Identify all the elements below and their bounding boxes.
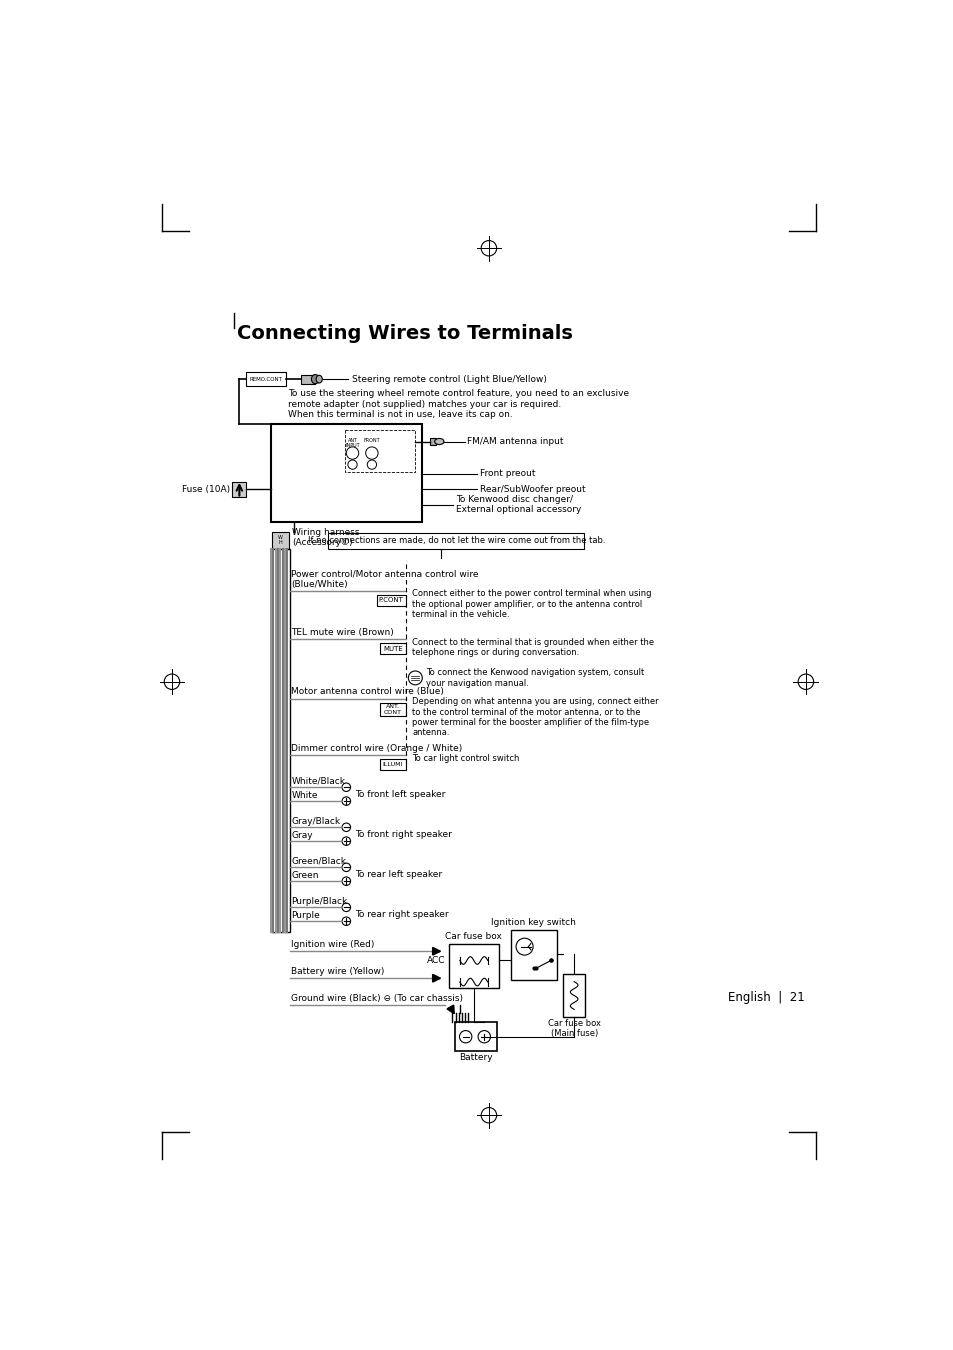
Bar [344,429,415,472]
Text: Front preout: Front preout [479,470,535,478]
Text: Purple: Purple [291,911,319,919]
Text: TEL mute wire (Brown): TEL mute wire (Brown) [291,628,394,637]
Ellipse shape [435,439,443,444]
Text: If no connections are made, do not let the wire come out from the tab.: If no connections are made, do not let t… [307,536,604,545]
Text: FRONT: FRONT [363,437,380,443]
Bar [328,533,583,548]
Text: Purple/Black: Purple/Black [291,896,347,906]
Bar [376,595,406,606]
Text: ANT.
CONT: ANT. CONT [383,705,401,716]
Text: Steering remote control (Light Blue/Yellow): Steering remote control (Light Blue/Yell… [352,375,546,383]
Text: W
H: W H [277,535,283,545]
Bar [301,374,315,383]
Text: ACC: ACC [427,956,445,965]
Bar [562,975,584,1017]
Text: Motor antenna control wire (Blue): Motor antenna control wire (Blue) [291,687,444,697]
Bar [379,702,406,717]
Text: To connect the Kenwood navigation system, consult
your navigation manual.: To connect the Kenwood navigation system… [426,668,643,687]
Text: Ground wire (Black) ⊖ (To car chassis): Ground wire (Black) ⊖ (To car chassis) [291,994,463,1003]
Text: English  |  21: English | 21 [727,991,803,1004]
Text: Depending on what antenna you are using, connect either
to the control terminal : Depending on what antenna you are using,… [412,697,659,737]
Text: Car fuse box
(Main fuse): Car fuse box (Main fuse) [547,1019,600,1038]
Text: To front left speaker: To front left speaker [355,790,445,799]
Text: Car fuse box: Car fuse box [445,933,501,941]
Text: REMO.CONT: REMO.CONT [249,377,282,382]
Text: Green: Green [291,871,318,880]
Text: To front right speaker: To front right speaker [355,830,452,838]
Text: FM/AM antenna input: FM/AM antenna input [467,437,563,446]
Bar [379,643,406,653]
Text: Power control/Motor antenna control wire
(Blue/White): Power control/Motor antenna control wire… [291,570,478,589]
Text: Fuse (10A): Fuse (10A) [182,485,230,494]
Text: To rear right speaker: To rear right speaker [355,910,448,919]
Bar [271,424,422,522]
Bar [379,759,406,769]
Bar [448,944,498,988]
Bar [430,437,436,446]
Text: White/Black: White/Black [291,776,345,786]
Text: Ignition wire (Red): Ignition wire (Red) [291,940,375,949]
Bar [510,930,557,980]
Text: Dimmer control wire (Orange / White): Dimmer control wire (Orange / White) [291,744,462,752]
Text: Connect either to the power control terminal when using
the optional power ampli: Connect either to the power control term… [412,590,651,620]
Text: Wiring harness
(Accessory①): Wiring harness (Accessory①) [292,528,359,548]
Bar [233,482,246,497]
Text: Ignition key switch: Ignition key switch [491,918,576,927]
Text: P.CONT: P.CONT [378,597,403,603]
Text: Gray/Black: Gray/Black [291,817,340,826]
Text: Rear/SubWoofer preout: Rear/SubWoofer preout [479,485,584,494]
Text: MUTE: MUTE [382,645,402,652]
Text: White: White [291,791,317,799]
Text: Gray: Gray [291,830,313,840]
Text: Connect to the terminal that is grounded when either the
telephone rings or duri: Connect to the terminal that is grounded… [412,637,654,657]
Bar [245,373,286,386]
Text: Battery wire (Yellow): Battery wire (Yellow) [291,967,384,976]
Text: To car light control switch: To car light control switch [412,755,519,763]
Bar [272,532,289,548]
Bar [271,548,290,931]
Text: Green/Black: Green/Black [291,857,346,865]
Text: Connecting Wires to Terminals: Connecting Wires to Terminals [236,324,573,343]
Text: To Kenwood disc changer/
External optional accessory: To Kenwood disc changer/ External option… [456,495,581,514]
Text: Battery: Battery [458,1053,493,1062]
Ellipse shape [315,375,322,383]
Text: To use the steering wheel remote control feature, you need to an exclusive
remot: To use the steering wheel remote control… [288,389,629,418]
Text: ILLUMI: ILLUMI [382,761,402,767]
Text: ANT
INPUT: ANT INPUT [345,437,359,448]
Bar [455,1022,497,1052]
Text: To rear left speaker: To rear left speaker [355,869,441,879]
Ellipse shape [311,374,319,383]
